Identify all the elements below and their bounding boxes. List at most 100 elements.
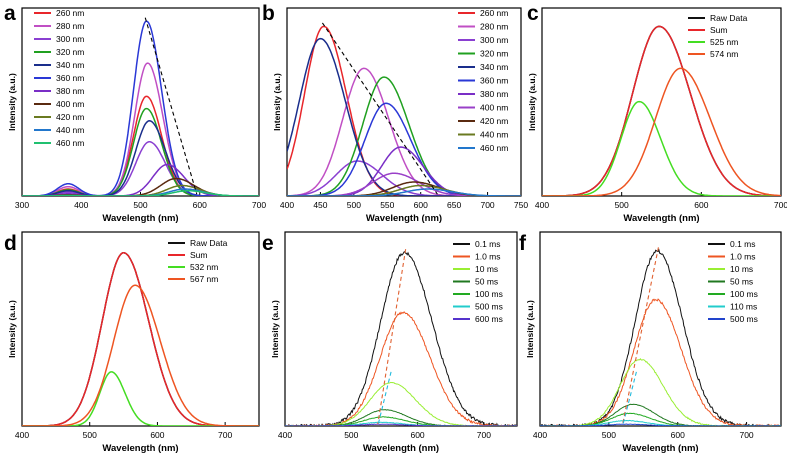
plot-frame [21, 231, 260, 427]
legend-label: 360 nm [480, 76, 508, 86]
x-axis-label: Wavelength (nm) [102, 213, 178, 224]
x-tick-label: 400 [278, 430, 292, 440]
x-tick-label: 500 [615, 200, 629, 210]
panel-label: a [4, 2, 16, 25]
x-axis-label: Wavelength (nm) [363, 443, 439, 454]
series-line [22, 190, 259, 196]
legend-label: 420 nm [56, 112, 84, 122]
x-tick-label: 600 [150, 430, 164, 440]
peak-trend-line [622, 247, 659, 425]
x-tick-label: 500 [83, 430, 97, 440]
legend-label: 340 nm [56, 60, 84, 70]
legend-label: 10 ms [730, 264, 753, 274]
x-axis-label: Wavelength (nm) [623, 213, 699, 224]
series-line [22, 120, 259, 196]
series-line [285, 250, 517, 426]
plot-frame [541, 7, 782, 197]
x-axis-label: Wavelength (nm) [102, 443, 178, 454]
x-tick-label: 500 [344, 430, 358, 440]
series-line [540, 357, 781, 426]
peak-trend-line [321, 22, 438, 195]
series-line [542, 25, 781, 196]
legend-label: 567 nm [190, 274, 218, 284]
legend-label: 500 ms [475, 302, 503, 312]
series-line [287, 76, 521, 196]
x-tick-label: 500 [347, 200, 361, 210]
legend-label: 100 ms [475, 289, 503, 299]
legend-label: 10 ms [475, 264, 498, 274]
y-axis-label: Intensity (a.u.) [525, 300, 535, 358]
x-tick-label: 650 [447, 200, 461, 210]
series-group [22, 20, 259, 196]
legend-label: 50 ms [730, 277, 753, 287]
legend-label: 400 nm [56, 99, 84, 109]
x-tick-label: 700 [480, 200, 494, 210]
legend-label: 0.1 ms [475, 239, 501, 249]
series-line [285, 311, 517, 426]
legend-label: 100 ms [730, 289, 758, 299]
legend-label: Raw Data [190, 238, 228, 248]
x-tick-label: 550 [380, 200, 394, 210]
legend-label: 340 nm [480, 62, 508, 72]
chart-panel-d: d 400 500 600 700 Wavelength (nm) Intensity (a… [4, 231, 260, 454]
series-line [542, 67, 781, 196]
legend-label: 380 nm [56, 86, 84, 96]
x-tick-label: 700 [739, 430, 753, 440]
series-line [22, 252, 259, 426]
series-group [287, 25, 521, 196]
legend-label: 300 nm [56, 34, 84, 44]
y-axis-label: Intensity (a.u.) [527, 73, 537, 131]
panel-label: f [519, 232, 527, 255]
series-group [285, 250, 517, 426]
x-tick-label: 600 [694, 200, 708, 210]
legend-label: 460 nm [56, 138, 84, 148]
x-tick-label: 600 [410, 430, 424, 440]
y-axis-label: Intensity (a.u.) [7, 300, 17, 358]
x-tick-label: 600 [414, 200, 428, 210]
series-line [287, 188, 521, 196]
legend-label: 110 ms [730, 302, 757, 312]
series-line [22, 141, 259, 196]
legend-label: 460 nm [480, 143, 508, 153]
x-tick-label: 700 [477, 430, 491, 440]
panel-label: b [262, 2, 275, 25]
legend-label: 320 nm [480, 49, 508, 59]
y-axis-label: Intensity (a.u.) [272, 73, 282, 131]
legend-label: 440 nm [56, 125, 84, 135]
series-group [22, 252, 259, 426]
legend-label: Sum [710, 25, 727, 35]
x-tick-label: 450 [313, 200, 327, 210]
legend-label: 400 nm [480, 103, 508, 113]
x-axis-label: Wavelength (nm) [622, 443, 698, 454]
y-axis-label: Intensity (a.u.) [270, 300, 280, 358]
x-tick-label: 400 [280, 200, 294, 210]
peak-trend-line-low [622, 371, 637, 427]
x-axis-label: Wavelength (nm) [366, 213, 442, 224]
legend-label: 525 nm [710, 37, 738, 47]
series-line [542, 100, 781, 196]
series-line [22, 252, 259, 426]
x-tick-label: 400 [535, 200, 549, 210]
y-axis-label: Intensity (a.u.) [7, 73, 17, 131]
legend-label: 1.0 ms [730, 252, 756, 262]
chart-panel-a: a 300 400 500 600 700 Wavelength (nm) Intensity… [4, 2, 266, 224]
x-tick-label: 700 [218, 430, 232, 440]
x-tick-label: 600 [671, 430, 685, 440]
chart-panel-b: b 400 450 500 550 600 650 700 750 Wavelength (nm)… [262, 2, 528, 224]
series-line [22, 62, 259, 196]
legend-label: 280 nm [56, 21, 84, 31]
x-tick-label: 400 [533, 430, 547, 440]
series-line [540, 403, 781, 426]
series-group [542, 25, 781, 196]
legend-label: 0.1 ms [730, 239, 756, 249]
legend-label: 532 nm [190, 262, 218, 272]
series-line [22, 20, 259, 196]
panel-label: e [262, 232, 274, 255]
plot-frame [284, 231, 518, 427]
x-tick-label: 750 [514, 200, 528, 210]
series-line [287, 67, 521, 196]
legend-label: 600 ms [475, 314, 503, 324]
chart-panel-e: e 400 500 600 700 Wavelength (nm) Intensity (a… [262, 231, 518, 454]
legend-label: Sum [190, 250, 207, 260]
